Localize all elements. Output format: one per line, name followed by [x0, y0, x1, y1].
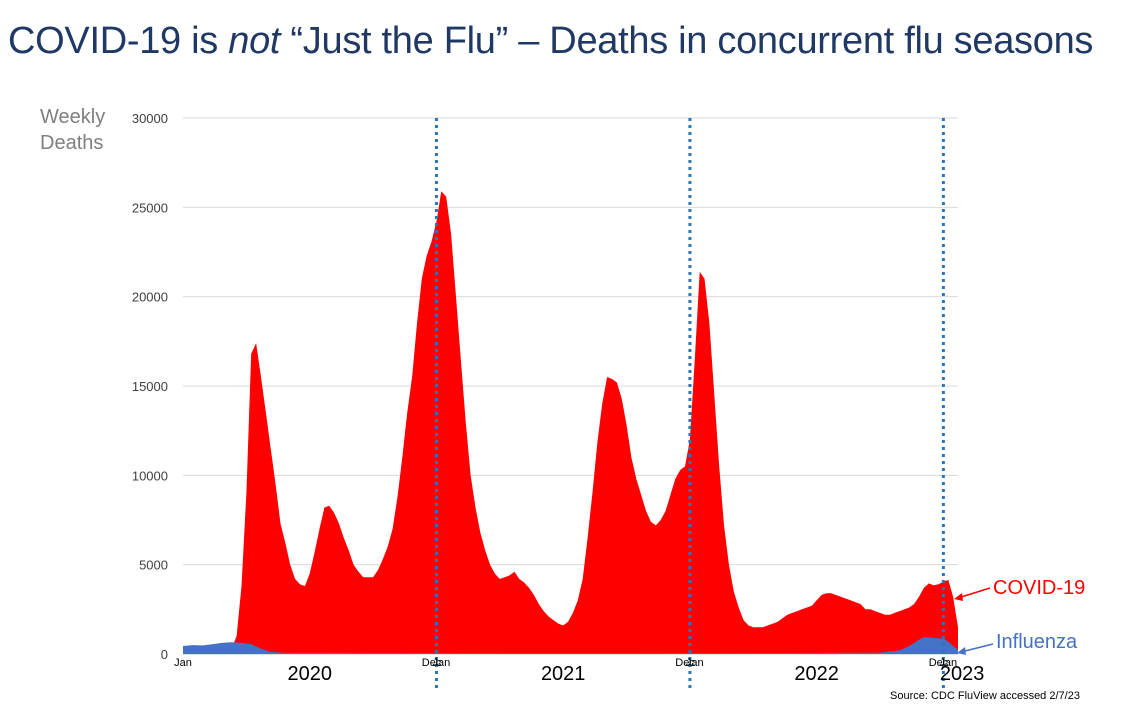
y-tick-label: 15000 [132, 379, 168, 394]
arrow-covid-head [954, 593, 963, 601]
arrow-flu-line [960, 643, 994, 653]
y-tick-label: 20000 [132, 290, 168, 305]
y-tick-label: 0 [161, 647, 168, 662]
page-title: COVID-19 is not “Just the Flu” – Deaths … [8, 20, 1093, 63]
title-emphasis: not [228, 20, 281, 62]
year-label: 2020 [287, 663, 332, 685]
year-label: 2021 [541, 663, 586, 685]
x-tick-label: Dec [422, 657, 442, 669]
arrow-flu-head [957, 647, 966, 655]
y-axis-label: Weekly Deaths [40, 106, 106, 154]
y-tick-label: 30000 [132, 111, 168, 126]
title-prefix: COVID-19 is [8, 20, 229, 62]
series-label-influenza: Influenza [996, 631, 1078, 653]
series-annotations: COVID-19 Influenza [954, 577, 1085, 655]
gridlines [183, 117, 958, 655]
x-tick-label: Jan [174, 657, 192, 669]
title-suffix: “Just the Flu” – Deaths in concurrent fl… [280, 20, 1094, 62]
x-tick-label: Dec [929, 657, 949, 669]
source-note: Source: CDC FluView accessed 2/7/23 [890, 690, 1080, 702]
y-tick-label: 10000 [132, 468, 168, 483]
series-label-covid: COVID-19 [993, 577, 1085, 599]
series-areas [183, 191, 958, 655]
y-tick-label: 5000 [139, 558, 168, 573]
x-tick-label: Jan [939, 657, 957, 669]
x-tick-label: Jan [432, 657, 450, 669]
year-label: 2023 [940, 663, 985, 685]
series-area-influenza [183, 637, 958, 654]
arrow-covid-line [957, 587, 991, 599]
y-tick-label: 25000 [132, 200, 168, 215]
series-area-covid-19 [222, 191, 958, 655]
x-tick-label: Dec [675, 657, 695, 669]
x-tick-label: Jan [686, 657, 704, 669]
year-label: 2022 [794, 663, 839, 685]
